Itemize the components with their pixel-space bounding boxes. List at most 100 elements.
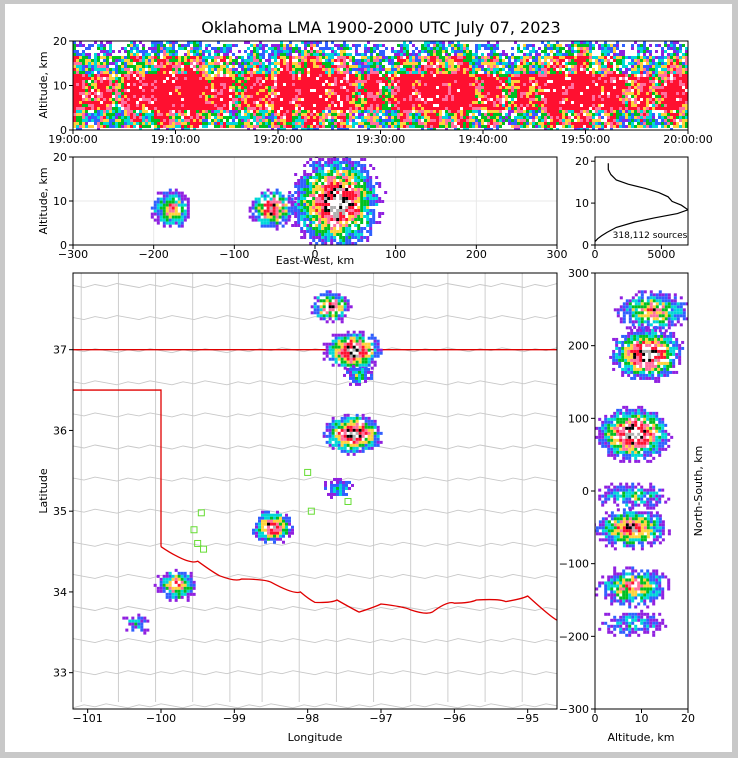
source-cell bbox=[523, 125, 526, 128]
source-cell bbox=[310, 44, 313, 47]
source-cell bbox=[397, 119, 400, 122]
source-cell bbox=[226, 92, 229, 95]
source-cell bbox=[532, 113, 535, 116]
source-cell bbox=[631, 116, 634, 119]
source-cell bbox=[484, 113, 487, 116]
source-cell bbox=[454, 125, 457, 128]
source-cell bbox=[286, 86, 289, 89]
source-cell bbox=[607, 116, 610, 119]
source-cell bbox=[163, 56, 166, 59]
source-cell bbox=[370, 62, 373, 65]
source-cell bbox=[637, 62, 640, 65]
source-cell bbox=[355, 50, 358, 53]
source-cell bbox=[103, 95, 106, 98]
source-cell bbox=[157, 95, 160, 98]
source-cell bbox=[121, 68, 124, 71]
source-cell bbox=[181, 44, 184, 47]
source-cell bbox=[352, 119, 355, 122]
source-cell bbox=[355, 74, 358, 77]
source-cell bbox=[571, 53, 574, 56]
source-cell bbox=[604, 95, 607, 98]
source-cell bbox=[169, 128, 172, 130]
source-cell bbox=[196, 50, 199, 53]
source-cell bbox=[526, 47, 529, 50]
source-cell bbox=[403, 122, 406, 125]
source-cell bbox=[322, 56, 325, 59]
source-cell bbox=[601, 80, 604, 83]
source-cell bbox=[469, 50, 472, 53]
source-cell bbox=[604, 47, 607, 50]
source-cell bbox=[424, 41, 427, 44]
source-cell bbox=[649, 62, 652, 65]
source-cell bbox=[589, 80, 592, 83]
source-cell bbox=[655, 77, 658, 80]
source-cell bbox=[430, 128, 433, 130]
source-cell bbox=[139, 80, 142, 83]
source-cell bbox=[217, 77, 220, 80]
source-cell bbox=[97, 128, 100, 130]
source-cell bbox=[469, 59, 472, 62]
source-cell bbox=[271, 113, 274, 116]
source-cell bbox=[451, 107, 454, 110]
source-cell bbox=[307, 110, 310, 113]
source-cell bbox=[295, 110, 298, 113]
source-cell bbox=[373, 74, 376, 77]
source-cell bbox=[592, 122, 595, 125]
source-cell bbox=[421, 56, 424, 59]
source-cell bbox=[592, 77, 595, 80]
source-cell bbox=[517, 101, 520, 104]
source-cell bbox=[598, 113, 601, 116]
source-cell bbox=[541, 83, 544, 86]
source-cell bbox=[136, 50, 139, 53]
source-cell bbox=[145, 98, 148, 101]
source-cell bbox=[298, 119, 301, 122]
source-cell bbox=[76, 71, 79, 74]
source-cell bbox=[208, 116, 211, 119]
source-cell bbox=[115, 77, 118, 80]
source-cell bbox=[166, 107, 169, 110]
source-cell bbox=[535, 65, 538, 68]
source-cell bbox=[316, 41, 319, 44]
source-cell bbox=[142, 92, 145, 95]
source-cell bbox=[475, 122, 478, 125]
source-cell bbox=[487, 101, 490, 104]
source-cell bbox=[124, 59, 127, 62]
source-cell bbox=[445, 50, 448, 53]
source-cell bbox=[427, 86, 430, 89]
source-cell bbox=[346, 104, 349, 107]
source-cell bbox=[325, 41, 328, 44]
source-cell bbox=[268, 92, 271, 95]
source-cell bbox=[157, 110, 160, 113]
source-cell bbox=[343, 56, 346, 59]
source-cell bbox=[427, 119, 430, 122]
source-cell bbox=[109, 101, 112, 104]
source-cell bbox=[526, 83, 529, 86]
source-cell bbox=[328, 77, 331, 80]
source-cell bbox=[85, 98, 88, 101]
source-cell bbox=[178, 122, 181, 125]
source-cell bbox=[502, 53, 505, 56]
source-cell bbox=[142, 101, 145, 104]
source-cell bbox=[544, 83, 547, 86]
source-cell bbox=[277, 119, 280, 122]
source-cell bbox=[325, 74, 328, 77]
source-cell bbox=[616, 62, 619, 65]
source-cell bbox=[295, 47, 298, 50]
source-cell bbox=[217, 74, 220, 77]
source-cell bbox=[313, 59, 316, 62]
source-cell bbox=[397, 86, 400, 89]
source-cell bbox=[223, 110, 226, 113]
source-cell bbox=[283, 71, 286, 74]
source-cell bbox=[253, 101, 256, 104]
figure-frame: Oklahoma LMA 1900-2000 UTC July 07, 2023… bbox=[5, 4, 732, 752]
source-cell bbox=[286, 77, 289, 80]
source-cell bbox=[625, 89, 628, 92]
source-cell bbox=[421, 95, 424, 98]
source-cell bbox=[538, 80, 541, 83]
source-cell bbox=[247, 107, 250, 110]
source-cell bbox=[556, 101, 559, 104]
source-cell bbox=[142, 59, 145, 62]
source-cell bbox=[358, 92, 361, 95]
source-cell bbox=[289, 92, 292, 95]
source-cell bbox=[163, 47, 166, 50]
